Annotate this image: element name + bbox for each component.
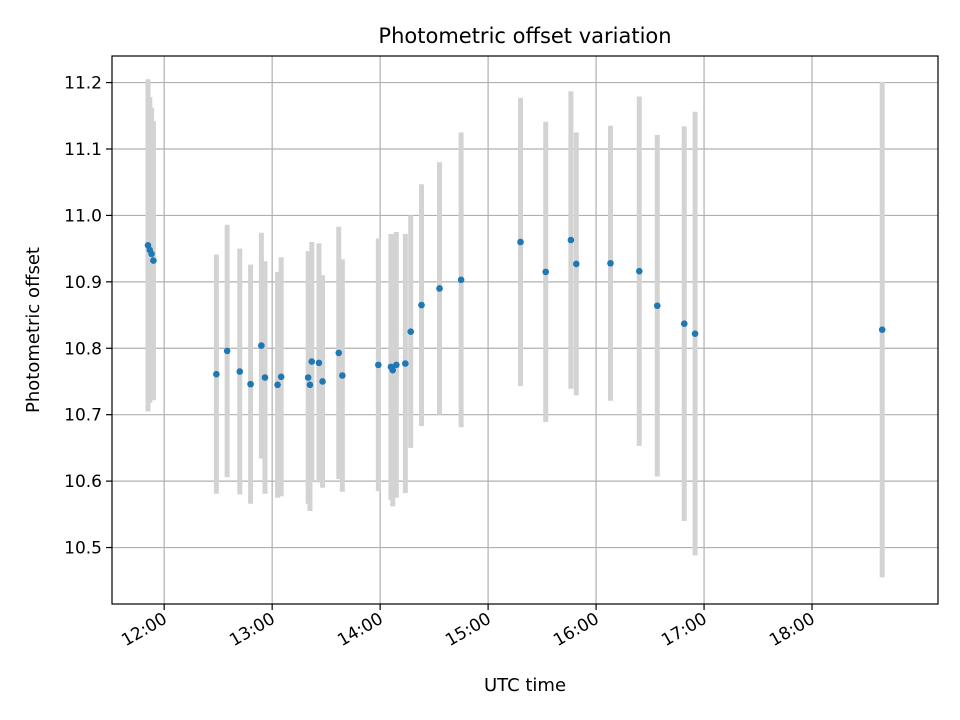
data-point: [607, 259, 614, 267]
data-point: [567, 236, 575, 244]
x-axis-title: UTC time: [484, 675, 566, 696]
data-point: [393, 361, 400, 369]
data-point: [339, 372, 346, 379]
data-point: [407, 328, 415, 335]
data-point: [375, 361, 382, 369]
y-axis-ticks: 10.5 10.6 10.7 10.8 10.9 11.0 11.1 11.2: [64, 74, 112, 559]
x-tick-label: 13:00: [226, 609, 278, 651]
data-point: [308, 358, 316, 365]
data-point: [274, 381, 281, 389]
y-tick-label: 10.6: [64, 472, 102, 492]
y-tick-label: 10.5: [64, 539, 102, 559]
data-point: [572, 260, 580, 268]
data-point: [247, 380, 254, 388]
data-point: [517, 238, 524, 246]
chart-title: Photometric offset variation: [378, 24, 671, 48]
data-point: [213, 370, 220, 378]
data-point: [389, 366, 397, 374]
data-point: [335, 349, 343, 357]
plot-frame: [111, 55, 939, 605]
y-tick-label: 11.0: [64, 206, 102, 226]
x-tick-label: 16:00: [550, 609, 602, 651]
data-point: [635, 267, 643, 275]
data-point: [878, 326, 886, 333]
x-tick-label: 14:00: [334, 609, 386, 651]
x-tick-label: 18:00: [766, 609, 818, 651]
data-point: [402, 360, 409, 367]
data-point: [691, 330, 699, 337]
x-tick-label: 17:00: [658, 609, 710, 651]
data-point: [150, 257, 157, 264]
data-point: [304, 374, 312, 381]
y-tick-label: 10.9: [64, 273, 102, 293]
y-axis-title: Photometric offset: [23, 247, 44, 413]
x-tick-label: 12:00: [118, 609, 170, 651]
y-tick-label: 11.1: [64, 140, 102, 160]
data-point: [457, 276, 465, 284]
data-point: [436, 285, 443, 292]
data-points: [144, 236, 886, 389]
data-point: [315, 359, 323, 367]
data-point: [277, 373, 285, 381]
data-point: [236, 368, 244, 375]
data-point: [319, 378, 326, 385]
error-bars: [145, 79, 885, 578]
data-point: [261, 374, 269, 381]
y-gridlines: [112, 81, 938, 549]
x-tick-label: 15:00: [442, 609, 494, 651]
data-point: [680, 320, 688, 327]
data-point: [653, 302, 661, 310]
y-tick-label: 11.2: [64, 74, 102, 94]
y-tick-label: 10.7: [64, 406, 102, 426]
y-tick-label: 10.8: [64, 339, 102, 359]
data-point: [418, 301, 425, 309]
data-point: [148, 250, 155, 258]
data-point: [258, 342, 265, 349]
data-point: [223, 347, 231, 355]
data-point: [542, 268, 549, 276]
x-axis-ticks: 12:00 13:00 14:00 15:00 16:00 17:00 18:00: [118, 604, 819, 651]
data-point: [306, 381, 314, 389]
